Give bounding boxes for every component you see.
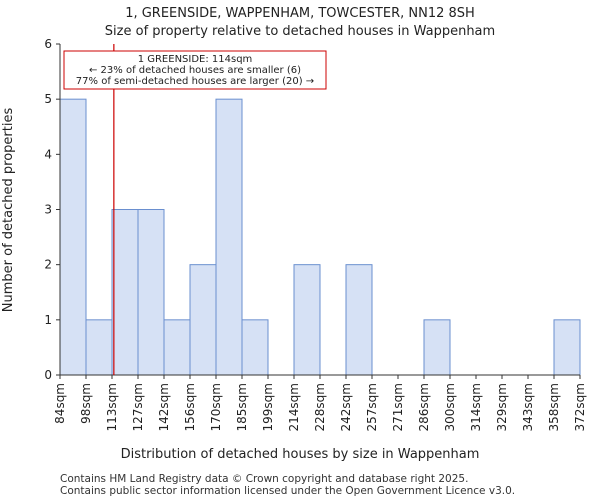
x-ticks: 84sqm 98sqm 113sqm 127sqm 142sqm 156sqm 170sqm… <box>53 375 587 431</box>
bar <box>293 264 321 376</box>
annotation-line-2: ← 23% of detached houses are smaller (6) <box>89 65 301 76</box>
chart-title: 1, GREENSIDE, WAPPENHAM, TOWCESTER, NN12… <box>125 6 475 21</box>
bar <box>215 98 243 376</box>
x-tick-label: 113sqm <box>105 383 119 431</box>
bar <box>163 319 191 376</box>
x-tick-label: 300sqm <box>443 383 457 431</box>
x-tick-label: 156sqm <box>183 383 197 431</box>
x-tick-label: 228sqm <box>313 383 327 431</box>
x-tick-label: 343sqm <box>521 383 535 431</box>
y-tick-label: 6 <box>44 37 52 51</box>
x-tick-label: 142sqm <box>157 383 171 431</box>
x-tick-label: 98sqm <box>79 383 93 424</box>
bar <box>85 319 113 376</box>
footer-line-2: Contains public sector information licen… <box>60 485 515 497</box>
x-tick-label: 199sqm <box>261 383 275 431</box>
chart-subtitle: Size of property relative to detached ho… <box>105 24 495 39</box>
x-tick-label: 242sqm <box>339 383 353 431</box>
bars <box>59 98 581 376</box>
footer-line-1: Contains HM Land Registry data © Crown c… <box>60 473 468 485</box>
y-ticks: 0 1 2 3 4 5 6 <box>44 37 60 382</box>
bar <box>241 319 269 376</box>
x-tick-label: 271sqm <box>391 383 405 431</box>
x-tick-label: 127sqm <box>131 383 145 431</box>
x-tick-label: 84sqm <box>53 383 67 424</box>
y-axis-label: Number of detached properties <box>1 108 16 313</box>
annotation-box <box>63 50 327 90</box>
x-tick-label: 257sqm <box>365 383 379 431</box>
bar <box>423 319 451 376</box>
x-tick-label: 170sqm <box>209 383 223 431</box>
bar <box>189 264 217 376</box>
y-tick-label: 3 <box>44 203 52 217</box>
bar <box>137 209 165 376</box>
annotation-line-3: 77% of semi-detached houses are larger (… <box>76 76 314 87</box>
y-tick-label: 5 <box>44 92 52 106</box>
bar <box>59 98 87 376</box>
annotation: 1 GREENSIDE: 114sqm ← 23% of detached ho… <box>63 50 327 90</box>
x-tick-label: 185sqm <box>235 383 249 431</box>
y-tick-label: 4 <box>44 147 52 161</box>
x-tick-label: 286sqm <box>417 383 431 431</box>
bar <box>553 319 581 376</box>
x-tick-label: 358sqm <box>547 383 561 431</box>
x-tick-label: 314sqm <box>469 383 483 431</box>
x-tick-label: 329sqm <box>495 383 509 431</box>
x-tick-label: 372sqm <box>573 383 587 431</box>
bar <box>345 264 373 376</box>
y-tick-label: 1 <box>44 313 52 327</box>
x-axis-label: Distribution of detached houses by size … <box>121 447 480 462</box>
y-tick-label: 0 <box>44 368 52 382</box>
x-tick-label: 214sqm <box>287 383 301 431</box>
annotation-line-1: 1 GREENSIDE: 114sqm <box>138 54 253 65</box>
bar <box>111 209 139 376</box>
y-tick-label: 2 <box>44 258 52 272</box>
